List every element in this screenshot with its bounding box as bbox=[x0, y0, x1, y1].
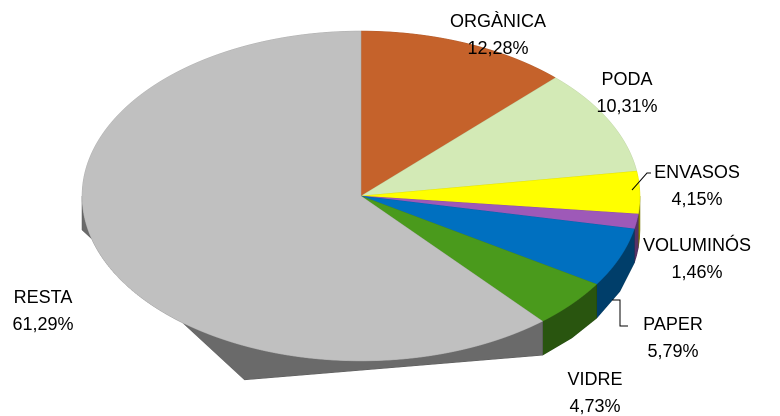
slice bbox=[81, 30, 544, 362]
slice bbox=[360, 195, 635, 285]
slice-label: VOLUMINÓS bbox=[643, 234, 751, 255]
slice-value-label: 4,73% bbox=[569, 396, 620, 416]
slice bbox=[360, 30, 557, 197]
slice-value-label: 1,46% bbox=[671, 262, 722, 282]
slice-label: PODA bbox=[601, 69, 652, 89]
slice-value-label: 12,28% bbox=[467, 38, 528, 58]
slice-label: ENVASOS bbox=[654, 162, 740, 182]
leader-line bbox=[631, 172, 651, 191]
slice-value-label: 61,29% bbox=[12, 314, 73, 334]
slice-value-label: 5,79% bbox=[647, 341, 698, 361]
slice bbox=[360, 77, 638, 197]
leader-line bbox=[612, 299, 628, 327]
slice-label: VIDRE bbox=[567, 369, 622, 389]
slice-label: RESTA bbox=[14, 287, 73, 307]
slice-label: PAPER bbox=[643, 314, 703, 334]
slice-value-label: 10,31% bbox=[596, 96, 657, 116]
slice bbox=[360, 170, 641, 215]
slice-value-label: 4,15% bbox=[671, 189, 722, 209]
slice bbox=[360, 195, 598, 322]
slice-label: ORGÀNICA bbox=[450, 11, 546, 31]
